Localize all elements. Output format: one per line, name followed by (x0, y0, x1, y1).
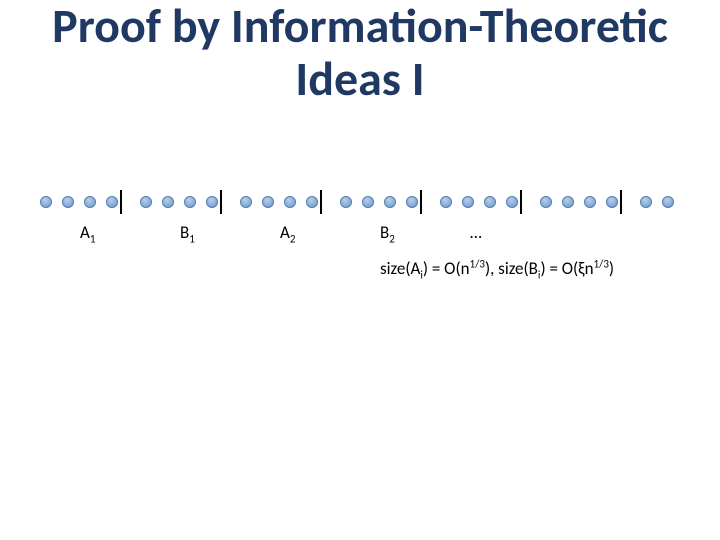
separator-bar (320, 190, 322, 214)
sequence-dot (240, 196, 252, 208)
label-B2: B2 (380, 222, 395, 243)
interval-diagram (40, 190, 670, 214)
sequence-dot (640, 196, 652, 208)
sequence-dot (362, 196, 374, 208)
separator-bar (220, 190, 222, 214)
separator-bar (420, 190, 422, 214)
sequence-dot (606, 196, 618, 208)
label-A1: A1 (80, 222, 95, 243)
sequence-dot (462, 196, 474, 208)
sequence-dot (184, 196, 196, 208)
size-formula: size(Ai) = O(n1/3), size(Bi) = O(ξn1/3) (380, 258, 614, 279)
sequence-dot (40, 196, 52, 208)
sequence-dot (284, 196, 296, 208)
sequence-dot (384, 196, 396, 208)
separator-bar (120, 190, 122, 214)
sequence-dot (140, 196, 152, 208)
sequence-dot (562, 196, 574, 208)
label-B1: B1 (180, 222, 195, 243)
sequence-dot (206, 196, 218, 208)
sequence-dot (106, 196, 118, 208)
sequence-dot (340, 196, 352, 208)
separator-bar (520, 190, 522, 214)
slide-title: Proof by Information-Theoretic Ideas I (40, 0, 680, 106)
sequence-dot (406, 196, 418, 208)
label-dots: … (470, 222, 482, 243)
sequence-dot (62, 196, 74, 208)
sequence-dot (662, 196, 674, 208)
sequence-dot (162, 196, 174, 208)
sequence-dot (584, 196, 596, 208)
interval-labels: A1 B1 A2 B2 … (40, 222, 680, 246)
sequence-dot (540, 196, 552, 208)
sequence-dot (262, 196, 274, 208)
separator-bar (620, 190, 622, 214)
sequence-dot (84, 196, 96, 208)
label-A2: A2 (280, 222, 295, 243)
sequence-dot (506, 196, 518, 208)
sequence-dot (440, 196, 452, 208)
sequence-dot (484, 196, 496, 208)
sequence-dot (306, 196, 318, 208)
